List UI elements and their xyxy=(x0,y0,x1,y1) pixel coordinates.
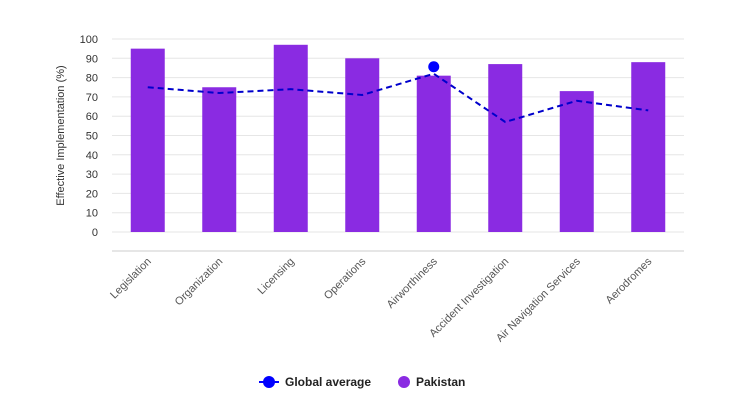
legend-item-global-average[interactable]: Global average xyxy=(259,375,371,389)
y-tick-label: 90 xyxy=(86,53,98,65)
y-tick-label: 10 xyxy=(86,208,98,220)
y-axis-label: Effective Implementation (%) xyxy=(55,65,67,205)
y-tick-label: 50 xyxy=(86,131,98,143)
global-average-marker[interactable] xyxy=(428,61,440,73)
y-tick-label: 30 xyxy=(86,169,98,181)
y-tick-label: 70 xyxy=(86,92,98,104)
legend-dot-icon xyxy=(398,376,410,388)
y-tick-label: 0 xyxy=(92,227,98,239)
legend-dot-icon xyxy=(263,376,275,388)
bar-airworthiness[interactable] xyxy=(416,75,451,232)
x-category-label: Airworthiness xyxy=(385,255,441,311)
bar-operations[interactable] xyxy=(345,58,380,232)
x-category-label: Legislation xyxy=(108,256,154,302)
y-tick-label: 80 xyxy=(86,73,98,85)
legend-label-pakistan: Pakistan xyxy=(416,375,465,389)
x-category-label: Aerodromes xyxy=(604,255,655,306)
x-category-label: Operations xyxy=(322,255,369,302)
bar-legislation[interactable] xyxy=(130,48,165,233)
x-category-label: Air Navigation Services xyxy=(494,255,583,344)
series-global-average xyxy=(147,61,649,124)
bar-air-navigation-services[interactable] xyxy=(559,91,594,232)
x-category-label: Accident Investigation xyxy=(427,256,511,340)
line-global-average xyxy=(147,72,649,124)
bar-organization[interactable] xyxy=(202,87,237,232)
bar-aerodromes[interactable] xyxy=(631,62,666,232)
x-category-label: Organization xyxy=(173,256,226,309)
gridlines xyxy=(112,38,684,233)
y-tick-label: 40 xyxy=(86,150,98,162)
y-tick-label: 60 xyxy=(86,111,98,123)
legend-label-global-average: Global average xyxy=(285,375,371,389)
bars-pakistan xyxy=(130,44,666,233)
legend-item-pakistan[interactable]: Pakistan xyxy=(398,375,465,389)
bar-accident-investigation[interactable] xyxy=(488,64,523,232)
x-axis-category-labels: Legislation Organization Licensing Operatio… xyxy=(108,255,655,344)
legend: Global average Pakistan xyxy=(259,375,465,389)
y-tick-label: 100 xyxy=(80,34,98,46)
bar-licensing[interactable] xyxy=(273,44,308,232)
y-axis-ticks: 0 10 20 30 40 50 60 70 80 90 100 xyxy=(80,34,98,239)
x-category-label: Licensing xyxy=(256,256,297,297)
y-tick-label: 20 xyxy=(86,188,98,200)
